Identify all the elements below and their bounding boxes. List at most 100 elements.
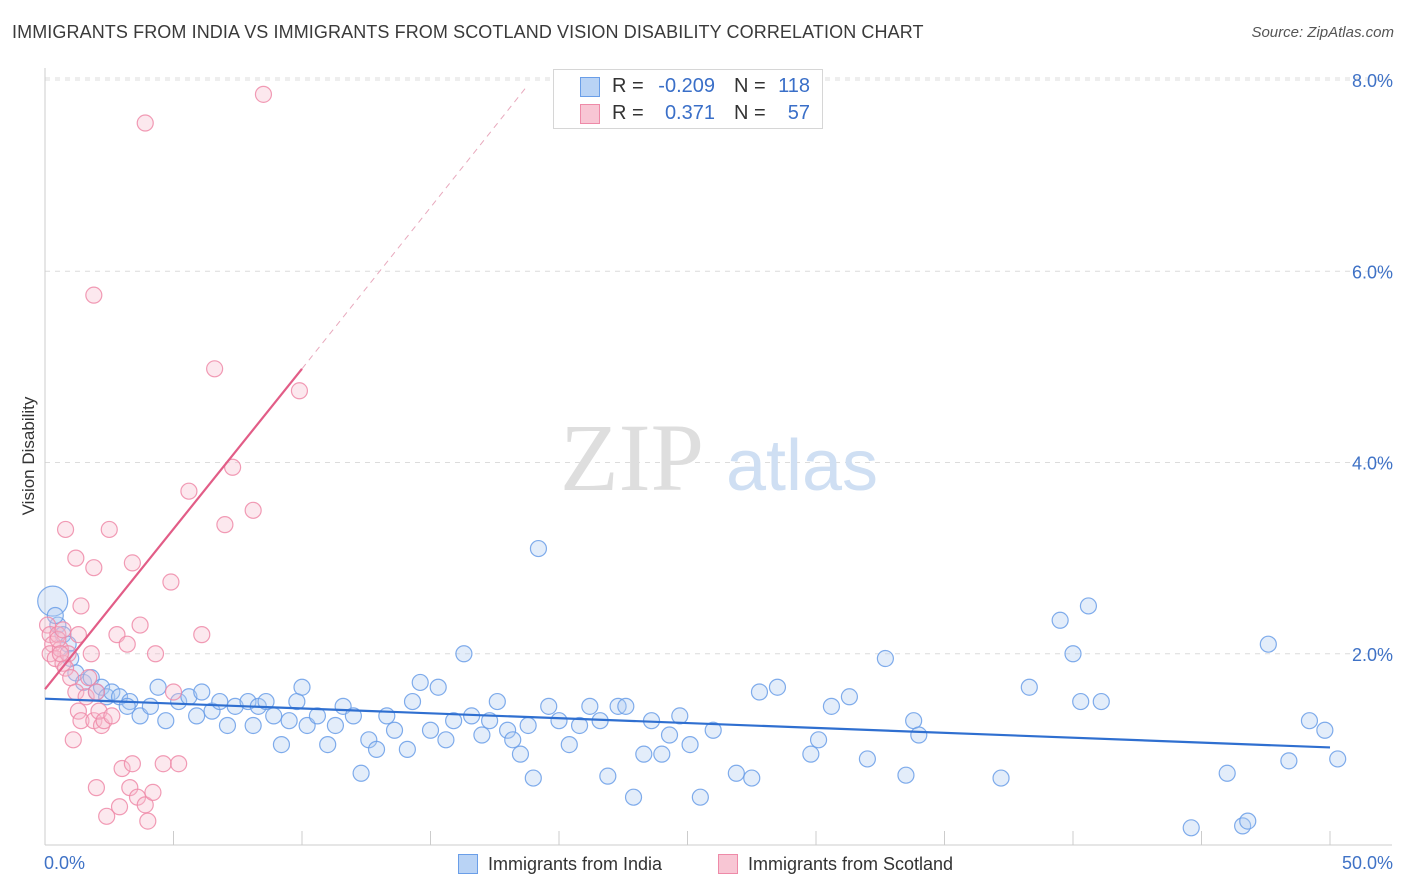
scotland-point	[49, 630, 67, 649]
india-point	[992, 769, 1010, 787]
india-point	[822, 697, 841, 715]
india-point	[1300, 712, 1319, 730]
india-point	[141, 697, 159, 715]
india-point	[550, 712, 568, 730]
india-point	[488, 692, 506, 711]
india-point	[560, 735, 578, 754]
india-point	[691, 788, 709, 806]
legend-row-scotland: R = 0.371 N = 57	[554, 101, 822, 127]
india-point	[188, 707, 206, 725]
india-point	[743, 769, 761, 787]
india-point	[344, 707, 362, 725]
india-point	[378, 707, 396, 725]
india-point	[499, 721, 517, 739]
india-point	[326, 716, 345, 735]
legend-swatch-india	[580, 77, 600, 97]
x-tick-label: 50.0%	[1342, 853, 1393, 873]
india-point	[308, 707, 327, 725]
y-tick-label: 6.0%	[1352, 262, 1393, 282]
scotland-point	[72, 712, 90, 730]
scotland-point	[82, 645, 100, 663]
india-point	[403, 692, 422, 711]
legend-r-value-india: -0.209	[658, 75, 715, 97]
bottom-legend-scotland: Immigrants from Scotland	[718, 852, 953, 876]
india-point	[398, 740, 416, 758]
india-point	[897, 766, 915, 784]
scotland-point	[54, 621, 72, 639]
scotland-point	[56, 520, 75, 539]
india-point	[519, 716, 537, 735]
india-point	[660, 726, 679, 744]
x-tick-label: 0.0%	[44, 853, 85, 873]
scotland-point	[100, 520, 118, 539]
india-point	[1079, 597, 1098, 615]
scotland-point	[87, 683, 106, 701]
y-tick-label: 8.0%	[1352, 71, 1393, 91]
india-point	[511, 745, 530, 763]
india-point	[858, 750, 877, 768]
scotland-point	[113, 759, 131, 778]
scotland-point	[154, 755, 172, 773]
scotland-point	[193, 626, 211, 644]
india-point	[905, 712, 923, 730]
india-point	[581, 697, 599, 715]
india-point	[802, 745, 820, 763]
india-point	[653, 745, 671, 763]
india-point	[635, 745, 653, 763]
legend-row-india: R = -0.209 N = 118	[554, 74, 822, 100]
india-point	[280, 712, 298, 730]
india-point	[681, 735, 699, 754]
bottom-legend-swatch-scotland	[718, 854, 738, 874]
india-point	[429, 678, 447, 696]
india-point	[1092, 692, 1110, 711]
scotland-trend-line	[44, 368, 303, 690]
scotland-point	[54, 654, 72, 672]
india-point	[624, 788, 643, 806]
correlation-legend: R = -0.209 N = 118 R = 0.371 N = 57	[553, 69, 823, 129]
india-point	[1218, 764, 1236, 782]
india-point	[570, 716, 589, 735]
india-point	[445, 712, 463, 730]
india-point	[319, 735, 337, 754]
y-axis-label: Vision Disability	[19, 396, 38, 515]
legend-n-label: N =	[734, 102, 766, 124]
scotland-point	[85, 559, 103, 577]
india-point	[265, 707, 283, 725]
india-point	[524, 769, 542, 787]
scotland-point	[170, 755, 188, 773]
scotland-point	[146, 645, 165, 663]
legend-n-value-india: 118	[778, 75, 810, 97]
india-point	[437, 731, 455, 749]
india-point	[704, 721, 722, 739]
india-point	[193, 683, 211, 701]
india-point	[1064, 645, 1082, 663]
india-point	[411, 673, 429, 692]
scotland-point	[139, 812, 157, 830]
india-point	[1259, 635, 1277, 653]
scotland-point	[118, 635, 136, 653]
india-point	[1280, 752, 1298, 770]
india-point	[455, 645, 473, 663]
legend-r-label: R =	[612, 75, 644, 97]
india-point	[504, 731, 522, 749]
india-point	[218, 716, 237, 735]
india-point	[809, 731, 828, 749]
scotland-point	[123, 755, 141, 773]
india-point	[1239, 812, 1257, 830]
scotland-point	[244, 501, 262, 519]
india-point	[352, 764, 370, 782]
india-point	[599, 767, 617, 785]
trend-lines	[44, 84, 1331, 749]
india-point	[244, 716, 262, 735]
gridlines	[45, 77, 1392, 655]
india-point	[157, 712, 175, 730]
scotland-point	[162, 573, 180, 591]
scotland-point	[164, 683, 183, 701]
india-point	[1182, 819, 1200, 837]
watermark-atlas: atlas	[726, 426, 878, 506]
india-point	[1316, 721, 1334, 739]
scotland-point	[64, 731, 82, 749]
scotland-point	[131, 616, 149, 634]
scotland-point	[216, 516, 234, 534]
india-point	[293, 678, 311, 696]
